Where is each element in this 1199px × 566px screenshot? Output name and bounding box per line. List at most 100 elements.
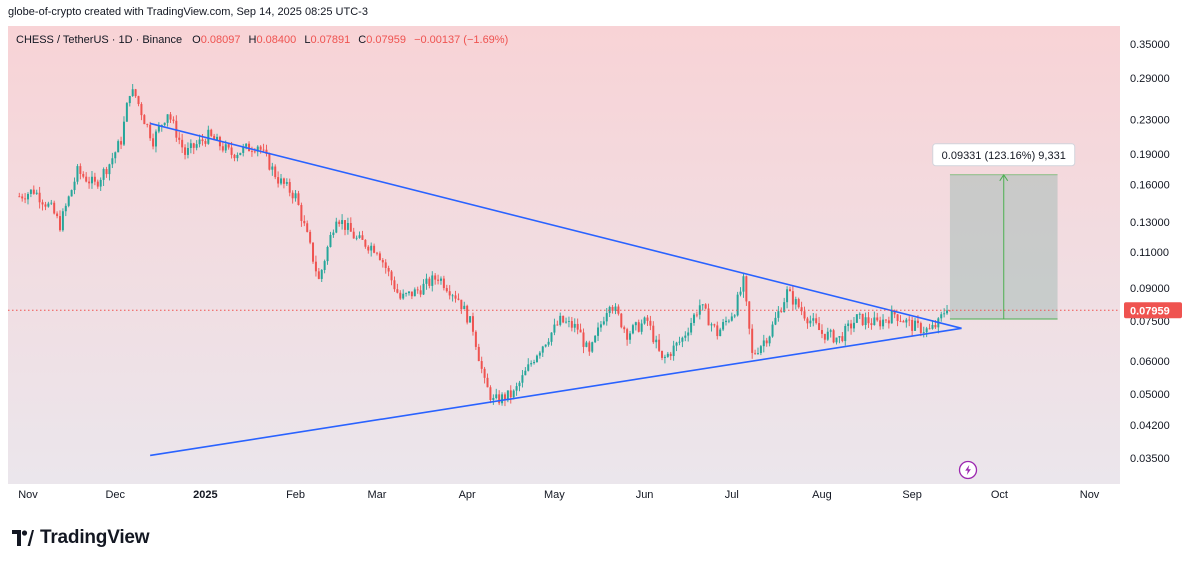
candle-body [742,276,745,292]
triangle-trendlines[interactable] [149,122,962,457]
candle-body [736,294,739,316]
candle-body [882,319,885,327]
price-tick-label: 0.06000 [1130,356,1170,368]
candle-body [425,278,428,284]
trendline-upper[interactable] [149,122,962,330]
measure-tool[interactable]: 0.09331 (123.16%) 9,331 [932,143,1076,320]
candle-body [320,269,323,279]
candle-body [323,261,326,270]
candle-body [90,176,93,184]
candle-body [922,332,925,333]
candle-body [448,291,451,296]
candle-body [160,124,163,127]
candle-body [332,232,335,235]
candle-body [518,382,521,387]
candle-body [213,135,216,140]
candle-body [533,361,536,364]
open-label: O [192,34,201,46]
lightning-icon[interactable] [958,460,978,480]
candle-body [495,394,498,398]
candle-body [946,310,949,314]
candle-body [733,315,736,317]
candle-body [376,252,378,254]
candle-body [719,329,722,337]
candle-body [835,337,838,343]
candle-body [268,153,271,170]
candle-body [640,323,643,332]
trendline-lower[interactable] [150,327,962,457]
price-chart[interactable]: 0.09331 (123.16%) 9,331 0.350000.290000.… [8,26,1191,508]
candle-body [38,192,41,203]
candle-body [76,166,79,182]
candle-body [861,313,864,326]
candle-body [722,322,725,330]
candle-body [233,154,236,159]
candle-body [791,291,794,305]
candle-body [852,322,855,329]
candle-body [777,311,780,318]
candle-body [637,322,640,332]
candle-body [675,342,678,346]
candle-body [221,146,224,151]
candle-body [582,332,585,347]
candle-body [125,103,128,122]
candle-body [169,114,172,120]
candle-body [899,320,902,322]
price-tick-label: 0.35000 [1130,39,1170,51]
candle-body [477,346,480,362]
candle-body [58,216,61,231]
candle-body [631,325,634,334]
candle-body [530,363,533,365]
candle-body [67,196,70,206]
candle-body [352,231,355,239]
candle-body [248,143,251,152]
candle-body [437,279,440,281]
candle-body [274,166,277,178]
candle-body [576,323,579,330]
candle-body [41,202,44,205]
candle-body [230,147,233,155]
candle-body [934,324,937,328]
candle-body [96,181,99,187]
candle-body [847,323,850,326]
candle-body [550,332,553,342]
candle-body [367,246,370,251]
candle-body [120,141,123,145]
candle-body [387,267,390,272]
candle-body [239,152,242,155]
candle-body [818,323,821,331]
candle-body [111,158,114,165]
candle-body [335,221,338,233]
tradingview-logo[interactable]: TradingView [12,527,150,549]
candle-body [879,320,882,327]
time-axis[interactable]: Nov Dec 2025 Feb Mar Apr May Jun Jul Aug Sep Oct Nov [18,489,1100,501]
candle-body [178,137,181,140]
candle-body [509,390,512,398]
candle-body [605,313,608,322]
candle-body [396,289,399,293]
candle-body [181,139,184,148]
candle-body [216,136,219,140]
candle-body [122,121,125,145]
candle-body [620,313,623,328]
candle-body [300,204,303,221]
candle-body [204,141,207,144]
candle-body [594,335,597,343]
candle-body [454,295,457,299]
chart-frame[interactable]: 0.09331 (123.16%) 9,331 0.35000 0.29000 0.… [8,26,1191,508]
candle-body [288,182,291,193]
candle-body [829,330,832,332]
candle-body [544,344,547,347]
candle-body [858,313,861,315]
candle-body [140,104,143,116]
time-tick-label: Jun [636,489,654,501]
candle-body [570,321,573,328]
candle-body [896,314,899,321]
candle-body [44,204,47,207]
price-axis[interactable]: 0.35000 0.29000 0.23000 0.19000 0.16000 0.130… [1124,39,1182,465]
candle-body [943,313,946,315]
candle-body [410,291,413,297]
price-tick-label: 0.05000 [1130,389,1170,401]
candle-body [684,335,687,338]
candle-body [378,253,381,261]
